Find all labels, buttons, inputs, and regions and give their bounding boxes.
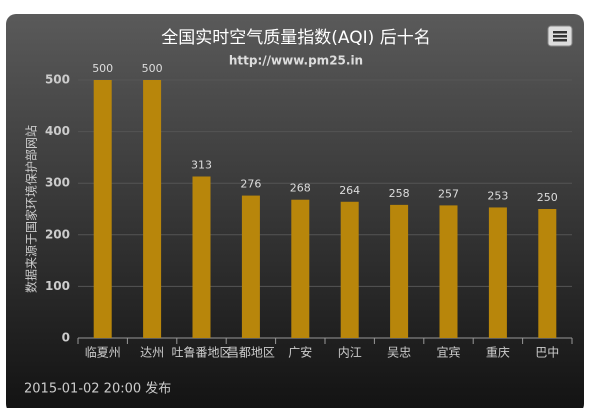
bar xyxy=(439,205,458,338)
x-tick-label: 重庆 xyxy=(486,346,510,360)
data-label: 500 xyxy=(92,62,113,75)
x-tick-label: 达州 xyxy=(140,346,164,360)
y-tick-label: 0 xyxy=(62,331,70,345)
y-tick-label: 400 xyxy=(45,124,70,138)
x-tick-label: 昌都地区 xyxy=(227,346,275,360)
bar xyxy=(241,195,260,338)
data-label: 258 xyxy=(389,187,410,200)
x-tick-label: 宜宾 xyxy=(436,345,460,360)
chart-subtitle: http://www.pm25.in xyxy=(229,54,363,68)
x-tick-label: 吴忠 xyxy=(387,346,411,360)
data-label: 264 xyxy=(339,184,360,197)
x-tick-label: 吐鲁番地区 xyxy=(171,346,231,360)
menu-button[interactable] xyxy=(547,25,573,47)
bar xyxy=(488,207,507,338)
bar xyxy=(538,209,557,338)
y-tick-label: 500 xyxy=(45,73,70,87)
bar xyxy=(93,80,112,338)
data-label: 268 xyxy=(290,182,311,195)
data-label: 500 xyxy=(142,62,163,75)
bar xyxy=(192,176,211,338)
bar xyxy=(291,199,310,338)
x-tick-label: 临夏州 xyxy=(85,346,121,360)
data-label: 253 xyxy=(487,189,508,202)
data-label: 250 xyxy=(537,191,558,204)
y-tick-label: 300 xyxy=(45,176,70,190)
data-label: 257 xyxy=(438,187,459,200)
chart-title: 全国实时空气质量指数(AQI) 后十名 xyxy=(161,28,430,48)
bar xyxy=(390,204,409,338)
x-tick-label: 广安 xyxy=(288,345,312,360)
x-tick-label: 内江 xyxy=(338,346,362,360)
y-axis-title: 数据来源于国家环境保护部网站 xyxy=(24,125,39,293)
data-label: 276 xyxy=(240,178,261,191)
x-tick-label: 巴中 xyxy=(535,345,559,360)
bar xyxy=(143,80,162,338)
y-tick-label: 100 xyxy=(45,279,70,293)
y-tick-label: 200 xyxy=(45,227,70,241)
footer: 2015-01-02 20:00 发布 xyxy=(24,381,171,397)
bar xyxy=(340,201,359,338)
data-label: 313 xyxy=(191,158,212,171)
